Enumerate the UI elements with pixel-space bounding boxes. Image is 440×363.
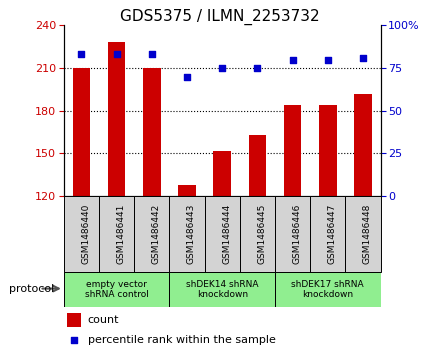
Bar — [108, 42, 125, 196]
Bar — [275, 196, 310, 272]
Text: GSM1486442: GSM1486442 — [152, 204, 161, 264]
Bar — [143, 68, 161, 196]
Point — [219, 65, 226, 71]
Bar — [319, 105, 337, 196]
Text: shDEK14 shRNA
knockdown: shDEK14 shRNA knockdown — [186, 280, 258, 299]
Bar — [275, 272, 381, 307]
Bar — [64, 272, 169, 307]
Bar — [249, 135, 266, 196]
Text: protocol: protocol — [9, 285, 54, 294]
Point — [254, 65, 261, 71]
Bar — [99, 25, 134, 196]
Point — [113, 52, 120, 57]
Text: GSM1486448: GSM1486448 — [363, 204, 372, 264]
Bar — [213, 151, 231, 196]
Text: GSM1486441: GSM1486441 — [117, 204, 125, 264]
Bar — [99, 196, 134, 272]
Point — [289, 57, 296, 62]
Text: GSM1486446: GSM1486446 — [293, 204, 301, 264]
Bar — [73, 68, 90, 196]
Bar — [345, 25, 381, 196]
Text: empty vector
shRNA control: empty vector shRNA control — [84, 280, 149, 299]
Bar — [169, 196, 205, 272]
Bar — [205, 196, 240, 272]
Bar — [284, 105, 301, 196]
Text: count: count — [88, 315, 119, 325]
Text: shDEK17 shRNA
knockdown: shDEK17 shRNA knockdown — [291, 280, 364, 299]
Point — [359, 55, 367, 61]
Bar — [240, 196, 275, 272]
Point — [78, 52, 85, 57]
Bar — [134, 25, 169, 196]
Point — [183, 74, 191, 79]
Text: percentile rank within the sample: percentile rank within the sample — [88, 335, 275, 345]
Bar — [345, 196, 381, 272]
Bar — [134, 196, 169, 272]
Bar — [169, 25, 205, 196]
Bar — [64, 25, 99, 196]
Point — [148, 52, 155, 57]
Bar — [275, 25, 310, 196]
Text: GSM1486443: GSM1486443 — [187, 204, 196, 264]
Bar — [240, 25, 275, 196]
Text: GDS5375 / ILMN_2253732: GDS5375 / ILMN_2253732 — [120, 9, 320, 25]
Text: GSM1486444: GSM1486444 — [222, 204, 231, 264]
Bar — [354, 94, 372, 196]
Bar — [67, 313, 81, 327]
Bar — [169, 272, 275, 307]
Text: GSM1486445: GSM1486445 — [257, 204, 266, 264]
Text: GSM1486440: GSM1486440 — [81, 204, 90, 264]
Point — [71, 337, 78, 343]
Bar — [310, 196, 345, 272]
Point — [324, 57, 331, 62]
Bar — [205, 25, 240, 196]
Bar — [178, 185, 196, 196]
Bar — [64, 196, 99, 272]
Bar — [310, 25, 345, 196]
Text: GSM1486447: GSM1486447 — [328, 204, 337, 264]
